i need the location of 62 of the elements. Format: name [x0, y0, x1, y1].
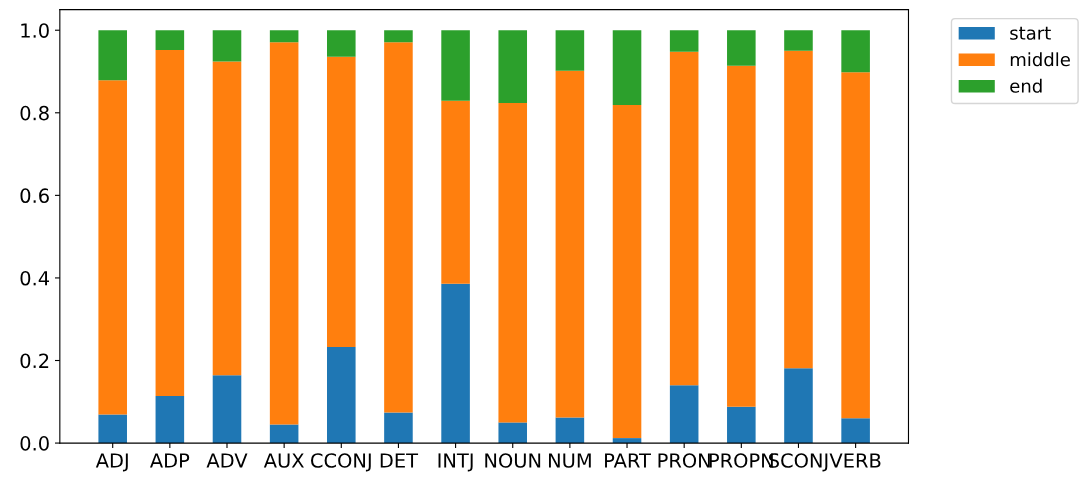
bar: [212, 61, 242, 376]
bar: [269, 424, 299, 444]
x-tick-label: ADJ: [95, 453, 128, 472]
bar: [612, 104, 642, 439]
bar: [669, 385, 699, 444]
legend-label: start: [1010, 26, 1051, 40]
bar: [384, 30, 413, 43]
bar: [841, 418, 870, 444]
bar: [212, 375, 242, 444]
bar: [384, 412, 413, 444]
y-tick-label: 1.0: [21, 23, 49, 38]
bar: [612, 30, 642, 105]
bar: [784, 368, 813, 444]
bar: [327, 346, 356, 444]
y-tick-label: 0.0: [20, 436, 49, 451]
bar: [269, 30, 299, 43]
bar: [784, 30, 813, 51]
bar: [441, 100, 470, 284]
bar: [384, 42, 413, 413]
y-tick-label: 0.8: [20, 105, 49, 121]
x-tick-label: PART: [605, 453, 651, 468]
y-tick-label: 0.6: [20, 188, 49, 204]
bar: [784, 50, 813, 369]
y-tick-label: 0.4: [20, 270, 50, 286]
legend-label: middle: [1010, 52, 1070, 67]
bar: [327, 30, 356, 57]
x-tick-label: ADP: [150, 453, 190, 468]
legend-label: end: [1010, 78, 1042, 93]
x-tick-label: ADV: [206, 453, 248, 468]
bar: [327, 56, 356, 347]
bar: [155, 30, 185, 51]
x-tick-label: VERB: [829, 453, 881, 468]
bar: [555, 417, 585, 444]
bar: [555, 30, 585, 71]
x-tick-label: AUX: [263, 453, 304, 468]
bar: [212, 30, 242, 62]
bar: [727, 30, 756, 66]
x-tick-label: INTJ: [438, 453, 473, 472]
bar: [498, 422, 528, 444]
bar: [269, 42, 299, 425]
bar: [841, 30, 870, 73]
bar: [669, 51, 699, 386]
bar: [441, 30, 470, 101]
bar: [498, 30, 528, 103]
x-tick-label: DET: [380, 453, 419, 468]
bar: [555, 70, 585, 418]
bar: [441, 283, 470, 444]
bar: [98, 414, 127, 444]
y-tick-label: 0.2: [20, 353, 49, 369]
bar: [727, 406, 756, 444]
x-tick-label: CCONJ: [311, 453, 371, 472]
bar: [498, 102, 528, 423]
bar: [98, 80, 127, 415]
bar: [669, 30, 699, 52]
bar: [155, 396, 185, 444]
bar: [727, 65, 756, 407]
x-tick-label: NUM: [549, 453, 591, 468]
x-tick-label: NOUN: [485, 453, 541, 468]
bar: [841, 72, 870, 419]
x-tick-label: PRON: [658, 453, 710, 468]
bar: [98, 30, 127, 81]
bar: [155, 50, 185, 397]
